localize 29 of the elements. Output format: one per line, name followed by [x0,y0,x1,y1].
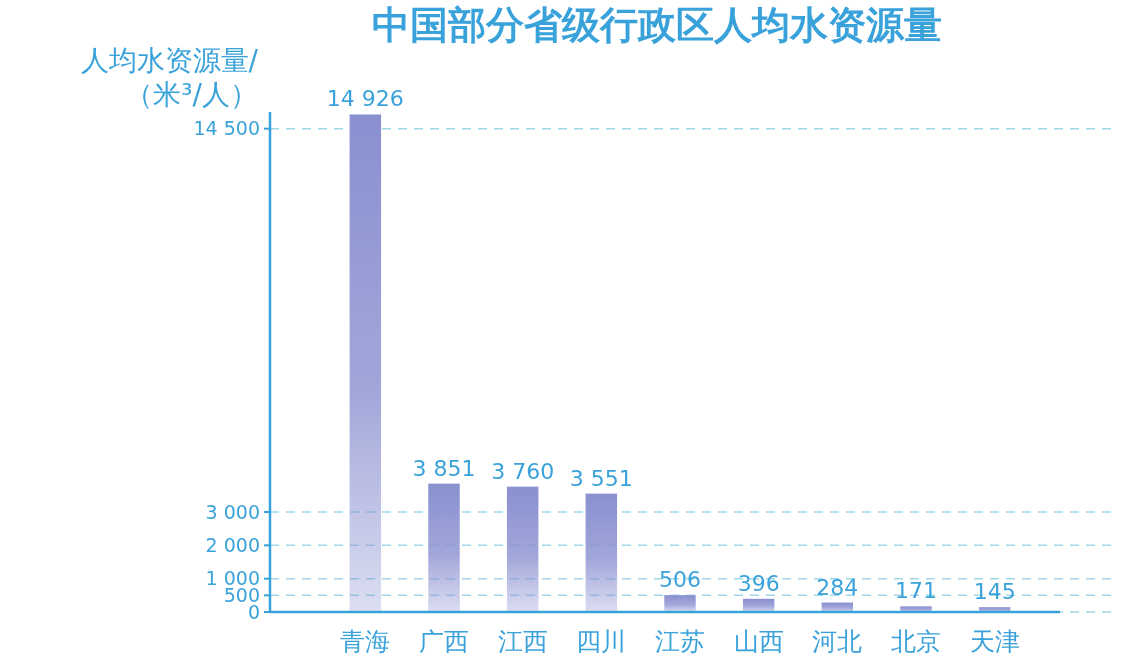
data-label: 3 851 [412,455,476,481]
y-axis-title: 人均水资源量/（米³/人） [80,44,259,111]
data-label: 145 [973,579,1016,605]
bar [428,483,460,612]
bar [664,595,696,612]
x-tick-label: 四川 [576,627,627,656]
bar [506,486,539,612]
data-label: 171 [895,578,937,604]
chart-title: 中国部分省级行政区人均水资源量 [372,3,942,47]
x-tick-label: 河北 [812,627,863,656]
y-tick-label: 3 000 [205,500,260,523]
data-label: 506 [659,567,701,593]
data-label: 3 551 [569,465,633,491]
x-tick-label: 青海 [340,627,391,656]
data-label: 3 760 [491,458,555,484]
x-tick-label: 江西 [497,627,548,656]
y-tick-label: 2 000 [205,533,260,556]
x-tick-label: 江苏 [655,627,705,656]
bar [742,598,775,612]
bar [585,493,618,612]
x-tick-label: 北京 [891,627,941,656]
data-label: 284 [816,574,859,600]
y-tick-label: 14 500 [193,117,260,140]
data-label: 14 926 [326,86,404,112]
data-label: 396 [737,570,780,596]
x-tick-label: 天津 [969,627,1020,656]
x-tick-label: 广西 [419,627,469,656]
bar [349,114,382,612]
x-tick-label: 山西 [733,627,784,656]
